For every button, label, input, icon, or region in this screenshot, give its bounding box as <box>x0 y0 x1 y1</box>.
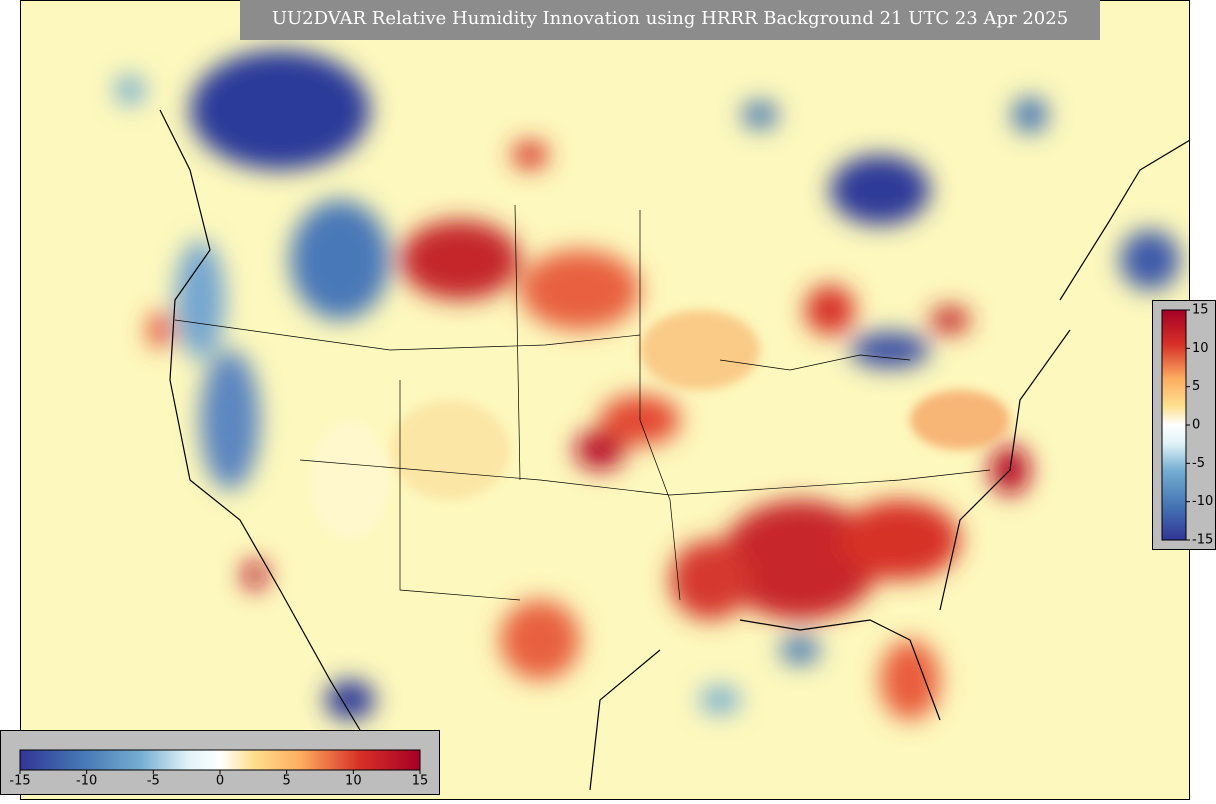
colorbar-tick-label: 10 <box>345 774 362 789</box>
colorbar-tick-label: 15 <box>412 774 429 789</box>
colorbar-tick-label: 15 <box>1192 303 1209 318</box>
coastlines <box>159 109 1190 791</box>
state-borders <box>174 204 991 601</box>
colorbar-vertical <box>1161 309 1187 541</box>
colorbar-tick-label: 0 <box>216 774 224 789</box>
colorbar-tick-label: 5 <box>1192 379 1200 394</box>
colorbar-tick-label: 10 <box>1192 341 1209 356</box>
colorbar-tick-label: -5 <box>1192 456 1205 471</box>
colorbar-tick-label: -10 <box>76 774 97 789</box>
colorbar-tick-label: 5 <box>283 774 291 789</box>
colorbar-tick-label: -10 <box>1192 494 1213 509</box>
map-title: UU2DVAR Relative Humidity Innovation usi… <box>272 8 1068 29</box>
title-box <box>240 0 1100 40</box>
colorbar-tick-label: -15 <box>9 774 30 789</box>
colorbar-tick-label: -15 <box>1192 533 1213 548</box>
colorbar-tick-label: -5 <box>147 774 160 789</box>
map-field <box>20 0 1190 800</box>
colorbar-tick-label: 0 <box>1192 418 1200 433</box>
colorbar-horizontal <box>19 749 421 771</box>
